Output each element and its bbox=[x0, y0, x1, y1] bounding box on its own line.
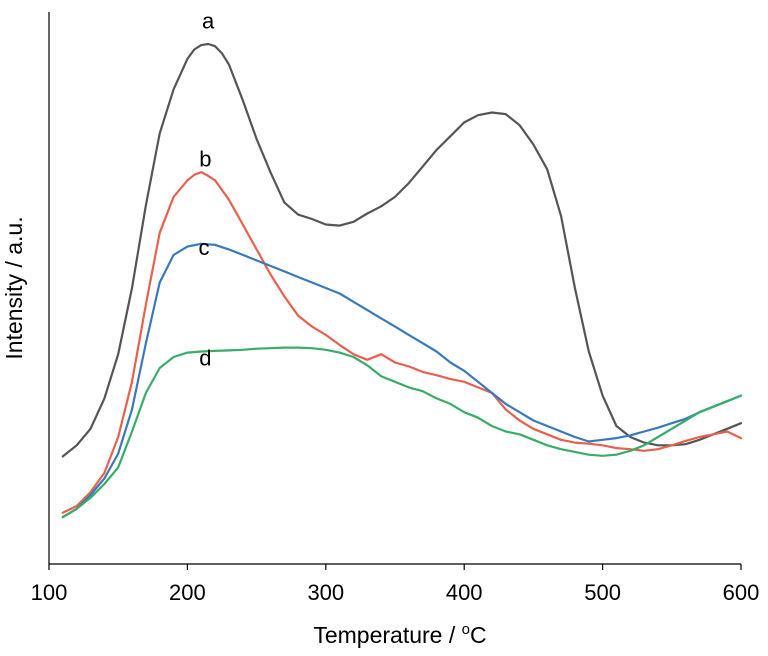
series-label-b: b bbox=[199, 147, 211, 172]
series-labels: a b c d bbox=[199, 9, 216, 371]
series-layer bbox=[61, 42, 743, 519]
x-tick-label: 100 bbox=[31, 580, 68, 605]
series-label-c: c bbox=[199, 235, 210, 260]
x-tick-label: 500 bbox=[584, 580, 621, 605]
x-tick-label: 200 bbox=[169, 580, 206, 605]
series-line-b bbox=[61, 171, 743, 514]
x-axis-ticks: 100 200 300 400 500 600 bbox=[31, 564, 760, 605]
x-axis-title-degree: o bbox=[462, 621, 470, 638]
plot-frame bbox=[48, 12, 741, 565]
y-axis-title: Intensity / a.u. bbox=[1, 216, 27, 359]
series-line-d bbox=[61, 346, 743, 519]
x-tick-label: 300 bbox=[307, 580, 344, 605]
x-tick-label: 600 bbox=[723, 580, 760, 605]
x-axis-title: Temperature / oC bbox=[313, 621, 486, 648]
x-tick-label: 400 bbox=[446, 580, 483, 605]
x-axis-title-text: Temperature / bbox=[313, 622, 461, 648]
series-label-a: a bbox=[202, 9, 215, 34]
series-line-c bbox=[61, 242, 743, 519]
series-line-a bbox=[61, 42, 743, 458]
x-axis-title-unit: C bbox=[470, 622, 487, 648]
series-label-d: d bbox=[199, 345, 211, 370]
